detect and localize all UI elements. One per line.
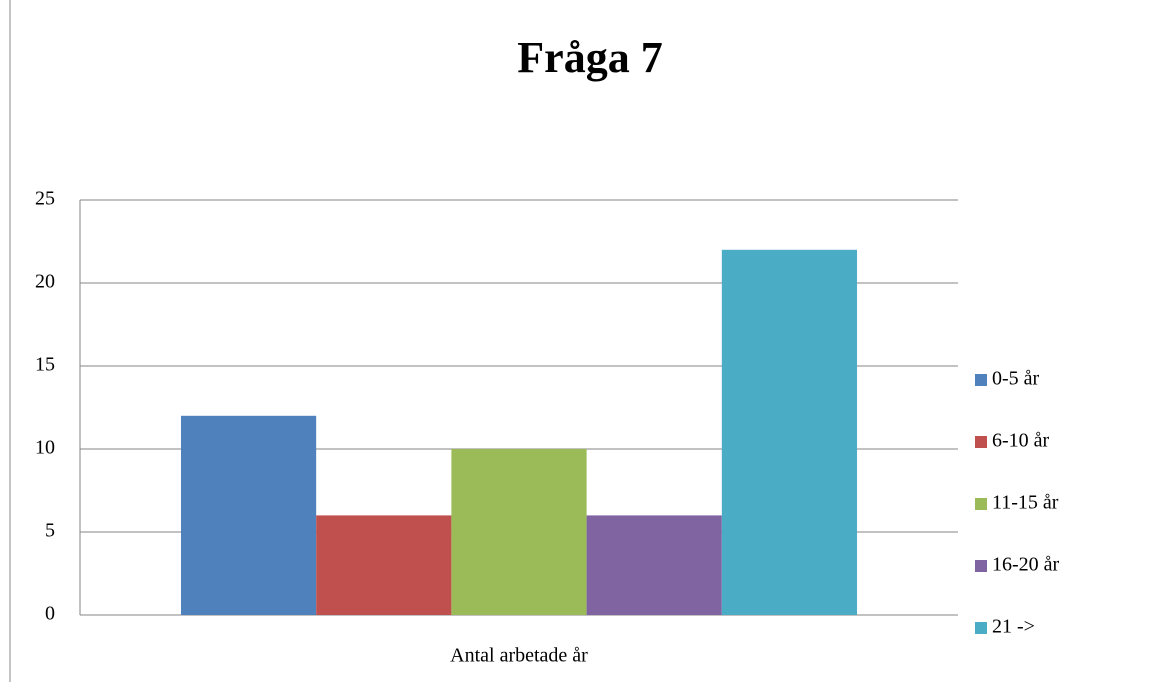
y-tick-label: 10	[35, 437, 55, 459]
bar	[451, 449, 587, 615]
legend-swatch	[975, 622, 987, 634]
bar	[180, 415, 317, 615]
legend-label: 21 ->	[992, 616, 1035, 638]
legend-label: 11-15 år	[992, 492, 1059, 514]
legend-label: 0-5 år	[992, 368, 1040, 390]
legend-swatch	[975, 560, 987, 572]
legend-label: 6-10 år	[992, 430, 1050, 452]
legend-label: 16-20 år	[992, 554, 1060, 576]
y-tick-label: 25	[35, 188, 55, 210]
bar	[316, 515, 452, 615]
legend-swatch	[975, 436, 987, 448]
chart-title: Fråga 7	[517, 33, 662, 82]
y-tick-label: 5	[45, 520, 55, 542]
y-tick-label: 15	[35, 354, 55, 376]
bar	[586, 515, 722, 615]
y-tick-label: 20	[35, 271, 55, 293]
x-tick-label: Antal arbetade år	[450, 645, 588, 667]
legend-swatch	[975, 498, 987, 510]
bar	[721, 249, 858, 616]
y-tick-label: 0	[45, 603, 55, 625]
legend-swatch	[975, 374, 987, 386]
